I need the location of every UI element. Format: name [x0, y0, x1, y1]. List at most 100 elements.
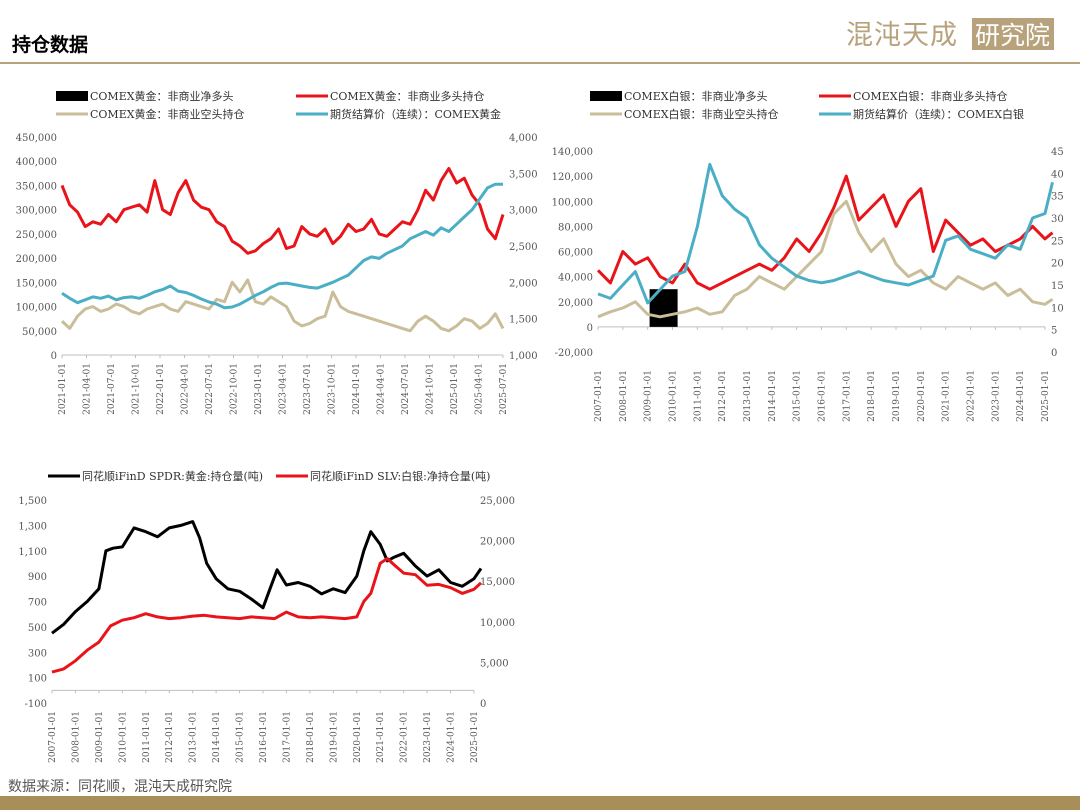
series-line: [596, 174, 1054, 291]
y-tick-right: 15,000: [480, 577, 515, 588]
y-tick-right: 20,000: [480, 537, 515, 548]
y-tick-right: 0: [1051, 348, 1057, 359]
page-title: 持仓数据: [12, 34, 89, 56]
legend-item: COMEX黄金：非商业多头持仓: [296, 89, 485, 103]
x-tick-label: 2018-01-01: [306, 711, 316, 763]
y-tick-right: 45: [1051, 147, 1064, 158]
silver-positions-chart: COMEX白银：非商业净多头 COMEX白银：非商业多头持仓 COMEX白银：非商业…: [552, 89, 1064, 422]
y-tick-left: 1,300: [18, 521, 47, 532]
y-tick-left: 100,000: [16, 303, 57, 314]
y-tick-left: 400,000: [16, 157, 57, 168]
x-tick-label: 2007-01-01: [594, 370, 604, 422]
x-tick-label: 2022-10-01: [230, 363, 240, 415]
x-tick-label: 2021-07-01: [107, 363, 117, 415]
x-tick-label: 2023-01-01: [254, 363, 264, 415]
y-tick-left: 0: [51, 351, 57, 362]
y-tick-right: 35: [1051, 192, 1064, 203]
x-tick-label: 2025-04-01: [475, 363, 485, 415]
etf-holdings-chart: 同花顺iFinD SPDR:黄金:持仓量(吨) 同花顺iFinD SLV:白银:净…: [18, 469, 515, 763]
legend-swatch: [56, 91, 88, 101]
y-tick-right: 1,500: [509, 315, 538, 326]
x-tick-label: 2014-01-01: [212, 711, 222, 763]
x-tick-label: 2024-04-01: [377, 363, 387, 415]
legend-label: COMEX白银：非商业净多头: [624, 89, 768, 103]
x-tick-label: 2018-01-01: [867, 370, 877, 422]
y-tick-left: 350,000: [16, 181, 57, 192]
series-line: [60, 278, 505, 333]
y-tick-right: 1,000: [509, 351, 538, 362]
brand-logo: 混沌天成 研究院: [846, 18, 1054, 51]
y-tick-right: 5,000: [480, 658, 509, 669]
legend-label: 同花顺iFinD SLV:白银:净持仓量(吨): [310, 469, 490, 483]
legend-item: 期货结算价（连续）：COMEX白银: [819, 107, 1024, 121]
x-tick-label: 2013-01-01: [189, 711, 199, 763]
y-tick-left: 300,000: [16, 206, 57, 217]
x-tick-label: 2021-10-01: [132, 363, 142, 415]
x-tick-label: 2023-01-01: [423, 711, 433, 763]
y-tick-left: 140,000: [552, 147, 593, 158]
y-tick-left: 80,000: [558, 222, 593, 233]
series-line: [51, 557, 483, 674]
x-tick-label: 2013-01-01: [743, 370, 753, 422]
x-tick-label: 2025-07-01: [499, 363, 509, 415]
series-line: [597, 199, 1054, 319]
x-tick-label: 2019-01-01: [329, 711, 339, 763]
y-tick-left: 20,000: [558, 298, 593, 309]
legend-label: 同花顺iFinD SPDR:黄金:持仓量(吨): [82, 469, 263, 483]
y-tick-left: 120,000: [552, 172, 593, 183]
y-tick-right: 30: [1051, 214, 1064, 225]
y-tick-right: 10: [1051, 303, 1064, 314]
x-tick-label: 2025-01-01: [470, 711, 480, 763]
series-line: [60, 167, 505, 255]
source-note: 数据来源：同花顺，混沌天成研究院: [8, 779, 232, 795]
x-tick-label: 2022-01-01: [156, 363, 166, 415]
y-tick-left: 250,000: [16, 230, 57, 241]
x-tick-label: 2020-01-01: [353, 711, 363, 763]
x-tick-label: 2020-01-01: [917, 370, 927, 422]
y-tick-left: 200,000: [16, 254, 57, 265]
legend-item: 同花顺iFinD SPDR:黄金:持仓量(吨): [48, 469, 263, 483]
y-tick-left: -20,000: [555, 348, 593, 359]
y-tick-left: 700: [28, 598, 47, 609]
x-tick-label: 2008-01-01: [619, 370, 629, 422]
x-tick-label: 2021-01-01: [376, 711, 386, 763]
x-tick-label: 2014-01-01: [768, 370, 778, 422]
x-tick-label: 2024-10-01: [426, 363, 436, 415]
series-line: [51, 520, 483, 635]
x-tick-label: 2015-01-01: [793, 370, 803, 422]
x-tick-label: 2024-07-01: [401, 363, 411, 415]
legend-label: 期货结算价（连续）：COMEX黄金: [330, 107, 501, 121]
x-tick-label: 2019-01-01: [892, 370, 902, 422]
x-tick-label: 2012-01-01: [718, 370, 728, 422]
x-tick-label: 2017-01-01: [282, 711, 292, 763]
y-tick-left: 1,500: [18, 496, 47, 507]
legend-item: 同花顺iFinD SLV:白银:净持仓量(吨): [276, 469, 490, 483]
x-tick-label: 2021-01-01: [58, 363, 68, 415]
x-tick-label: 2023-07-01: [303, 363, 313, 415]
legend-label: 期货结算价（连续）：COMEX白银: [853, 107, 1024, 121]
legend-label: COMEX白银：非商业多头持仓: [853, 89, 1008, 103]
y-tick-left: 60,000: [558, 248, 593, 259]
footer-bar: [0, 796, 1080, 810]
legend-item: COMEX白银：非商业空头持仓: [590, 107, 779, 121]
y-tick-left: 300: [28, 648, 47, 659]
y-tick-right: 25: [1051, 236, 1064, 247]
y-tick-left: 100,000: [552, 197, 593, 208]
x-tick-label: 2024-01-01: [447, 711, 457, 763]
header-divider: [0, 62, 1080, 64]
x-tick-label: 2024-01-01: [352, 363, 362, 415]
y-tick-left: 1,100: [18, 547, 47, 558]
legend-item: COMEX白银：非商业净多头: [590, 89, 768, 103]
x-tick-label: 2016-01-01: [818, 370, 828, 422]
legend-swatch: [590, 91, 622, 101]
x-tick-label: 2022-07-01: [205, 363, 215, 415]
x-tick-label: 2025-01-01: [450, 363, 460, 415]
x-tick-label: 2010-01-01: [118, 711, 128, 763]
y-tick-right: 10,000: [480, 618, 515, 629]
x-tick-label: 2025-01-01: [1041, 370, 1051, 422]
x-tick-label: 2023-10-01: [328, 363, 338, 415]
x-tick-label: 2009-01-01: [95, 711, 105, 763]
y-tick-right: 25,000: [480, 496, 515, 507]
y-tick-right: 3,000: [509, 206, 538, 217]
x-tick-label: 2015-01-01: [236, 711, 246, 763]
